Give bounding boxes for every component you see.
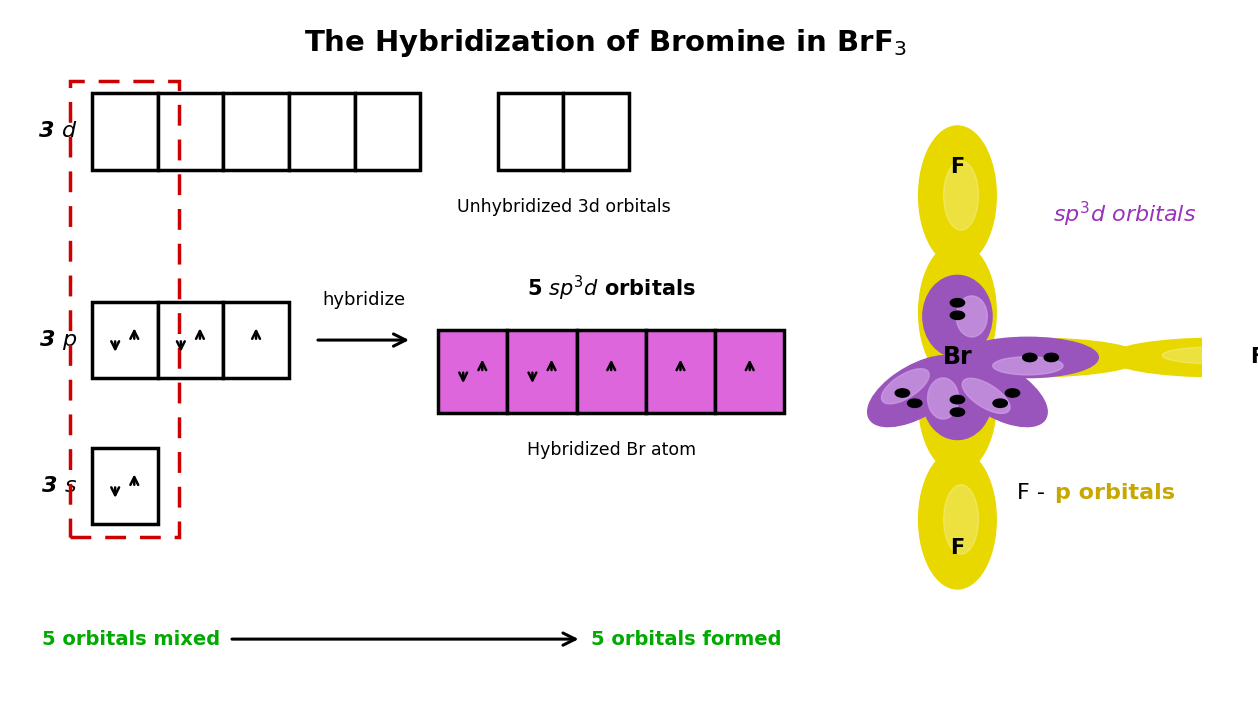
Ellipse shape: [944, 368, 979, 437]
Circle shape: [950, 299, 965, 307]
Circle shape: [950, 395, 965, 404]
Text: Unhybridized 3d orbitals: Unhybridized 3d orbitals: [457, 198, 671, 215]
Ellipse shape: [927, 378, 959, 419]
Ellipse shape: [868, 355, 966, 427]
Ellipse shape: [918, 243, 996, 382]
Ellipse shape: [981, 347, 1089, 364]
Bar: [157, 302, 223, 379]
Bar: [223, 302, 289, 379]
Text: $sp^3d$ orbitals: $sp^3d$ orbitals: [1053, 200, 1196, 229]
Circle shape: [907, 399, 922, 407]
Text: 3 $s$: 3 $s$: [42, 476, 78, 496]
Ellipse shape: [944, 278, 979, 347]
Circle shape: [896, 389, 910, 397]
Text: Br: Br: [942, 346, 972, 369]
Circle shape: [950, 408, 965, 416]
Bar: [645, 329, 715, 413]
Bar: [438, 329, 507, 413]
Ellipse shape: [928, 339, 1142, 376]
Circle shape: [950, 311, 965, 320]
Bar: [289, 93, 355, 170]
Text: F: F: [950, 538, 965, 557]
Circle shape: [1044, 353, 1058, 362]
Circle shape: [1023, 353, 1037, 362]
Bar: [223, 93, 289, 170]
Ellipse shape: [1108, 339, 1258, 376]
Text: F: F: [950, 158, 965, 177]
Bar: [92, 448, 157, 524]
Bar: [92, 302, 157, 379]
Text: F: F: [1249, 348, 1258, 367]
Ellipse shape: [923, 358, 993, 440]
Ellipse shape: [882, 369, 930, 404]
Ellipse shape: [956, 296, 988, 337]
Text: 5 orbitals mixed: 5 orbitals mixed: [42, 629, 220, 648]
Ellipse shape: [962, 379, 1010, 414]
Bar: [576, 329, 645, 413]
Bar: [564, 93, 629, 170]
Ellipse shape: [957, 337, 1098, 378]
Ellipse shape: [993, 357, 1063, 375]
Bar: [355, 93, 420, 170]
Ellipse shape: [944, 484, 979, 554]
Text: Hybridized Br atom: Hybridized Br atom: [527, 441, 696, 459]
Bar: [70, 81, 179, 537]
Ellipse shape: [918, 450, 996, 589]
Bar: [157, 93, 223, 170]
Ellipse shape: [923, 275, 993, 358]
Ellipse shape: [1162, 347, 1258, 364]
Ellipse shape: [918, 126, 996, 265]
Ellipse shape: [944, 161, 979, 230]
Bar: [715, 329, 784, 413]
Circle shape: [1005, 389, 1020, 397]
Bar: [498, 93, 564, 170]
Text: p orbitals: p orbitals: [1055, 483, 1175, 503]
Ellipse shape: [949, 355, 1047, 427]
Text: hybridize: hybridize: [322, 291, 405, 308]
Text: 5 orbitals formed: 5 orbitals formed: [591, 629, 781, 648]
Bar: [92, 93, 157, 170]
Text: F -: F -: [1018, 483, 1052, 503]
Text: 3 $d$: 3 $d$: [38, 121, 78, 142]
Ellipse shape: [918, 333, 996, 472]
Text: 5 $sp^3d$ orbitals: 5 $sp^3d$ orbitals: [527, 274, 696, 304]
Circle shape: [993, 399, 1008, 407]
Bar: [507, 329, 576, 413]
Text: The Hybridization of Bromine in BrF$_3$: The Hybridization of Bromine in BrF$_3$: [304, 27, 907, 59]
Text: 3 $p$: 3 $p$: [39, 328, 78, 352]
